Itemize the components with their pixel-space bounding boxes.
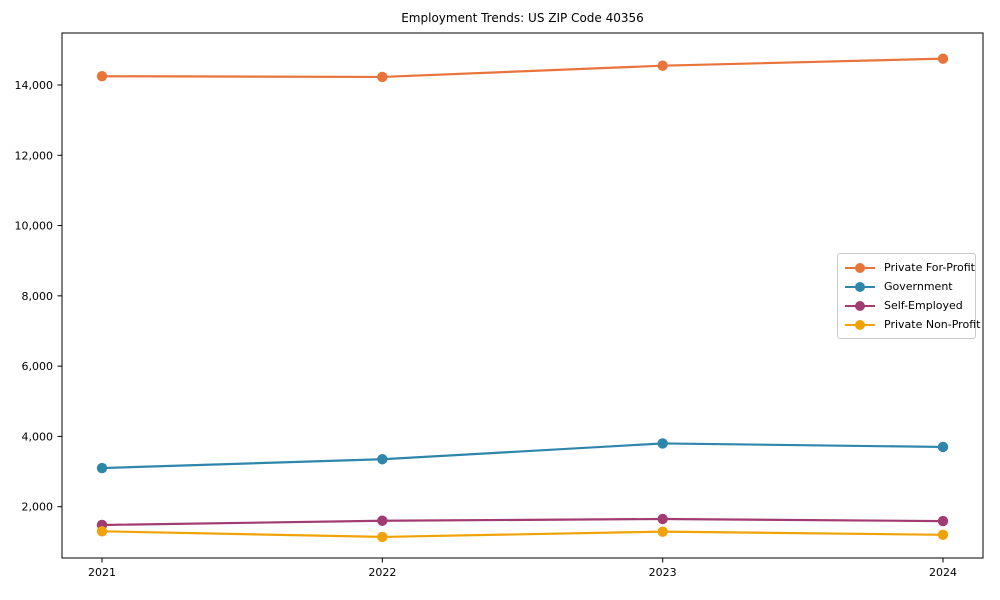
series-line-private-non-profit	[101, 530, 944, 539]
legend-label: Private For-Profit	[884, 261, 975, 274]
series-line-private-for-profit	[101, 57, 944, 79]
series-point-private-non-profit	[377, 531, 388, 543]
legend-label: Self-Employed	[884, 299, 963, 312]
series-point-government	[96, 462, 108, 474]
y-axis-tick-label: 2,000	[22, 501, 54, 514]
x-axis-tick-label: 2021	[88, 566, 116, 579]
legend-label: Government	[884, 280, 953, 293]
chart-title: Employment Trends: US ZIP Code 40356	[401, 11, 644, 25]
series-line-self-employed	[101, 517, 944, 527]
series-point-private-for-profit	[657, 60, 668, 71]
series-line-government	[101, 442, 944, 470]
series-point-private-non-profit	[657, 526, 668, 537]
x-axis-tick-label: 2023	[649, 566, 677, 579]
legend-item: Private For-Profit	[845, 259, 975, 277]
series-point-private-for-profit	[377, 71, 388, 83]
series-point-private-non-profit	[96, 526, 108, 537]
y-axis-tick-label: 12,000	[15, 149, 54, 162]
series-point-private-for-profit	[937, 53, 949, 64]
legend: Private For-Profit Government Self-Employe…	[837, 253, 980, 339]
x-axis-tick-label: 2024	[929, 566, 957, 579]
x-axis-tick-label: 2022	[368, 566, 396, 579]
series-point-private-non-profit	[937, 529, 949, 541]
legend-label: Private Non-Profit	[884, 318, 981, 331]
y-axis-tick-label: 8,000	[22, 290, 54, 303]
legend-item: Government	[845, 278, 968, 296]
series-point-government	[937, 441, 949, 453]
legend-item: Private Non-Profit	[845, 316, 980, 334]
y-axis-tick-label: 14,000	[15, 79, 54, 92]
y-axis-tick-label: 10,000	[15, 220, 54, 233]
legend-line-dot-marker	[845, 319, 875, 331]
series-point-self-employed	[937, 515, 949, 527]
y-axis-tick-label: 4,000	[22, 430, 54, 443]
series-point-government	[657, 438, 668, 449]
legend-item: Self-Employed	[845, 297, 968, 315]
legend-line-dot-marker	[845, 300, 875, 312]
series-point-government	[377, 454, 388, 465]
legend-line-dot-marker	[845, 262, 875, 274]
y-axis-tick-label: 6,000	[22, 360, 54, 373]
series-point-private-for-profit	[96, 71, 108, 82]
legend-line-dot-marker	[845, 281, 875, 293]
series-point-self-employed	[657, 513, 668, 525]
series-point-self-employed	[377, 515, 388, 526]
